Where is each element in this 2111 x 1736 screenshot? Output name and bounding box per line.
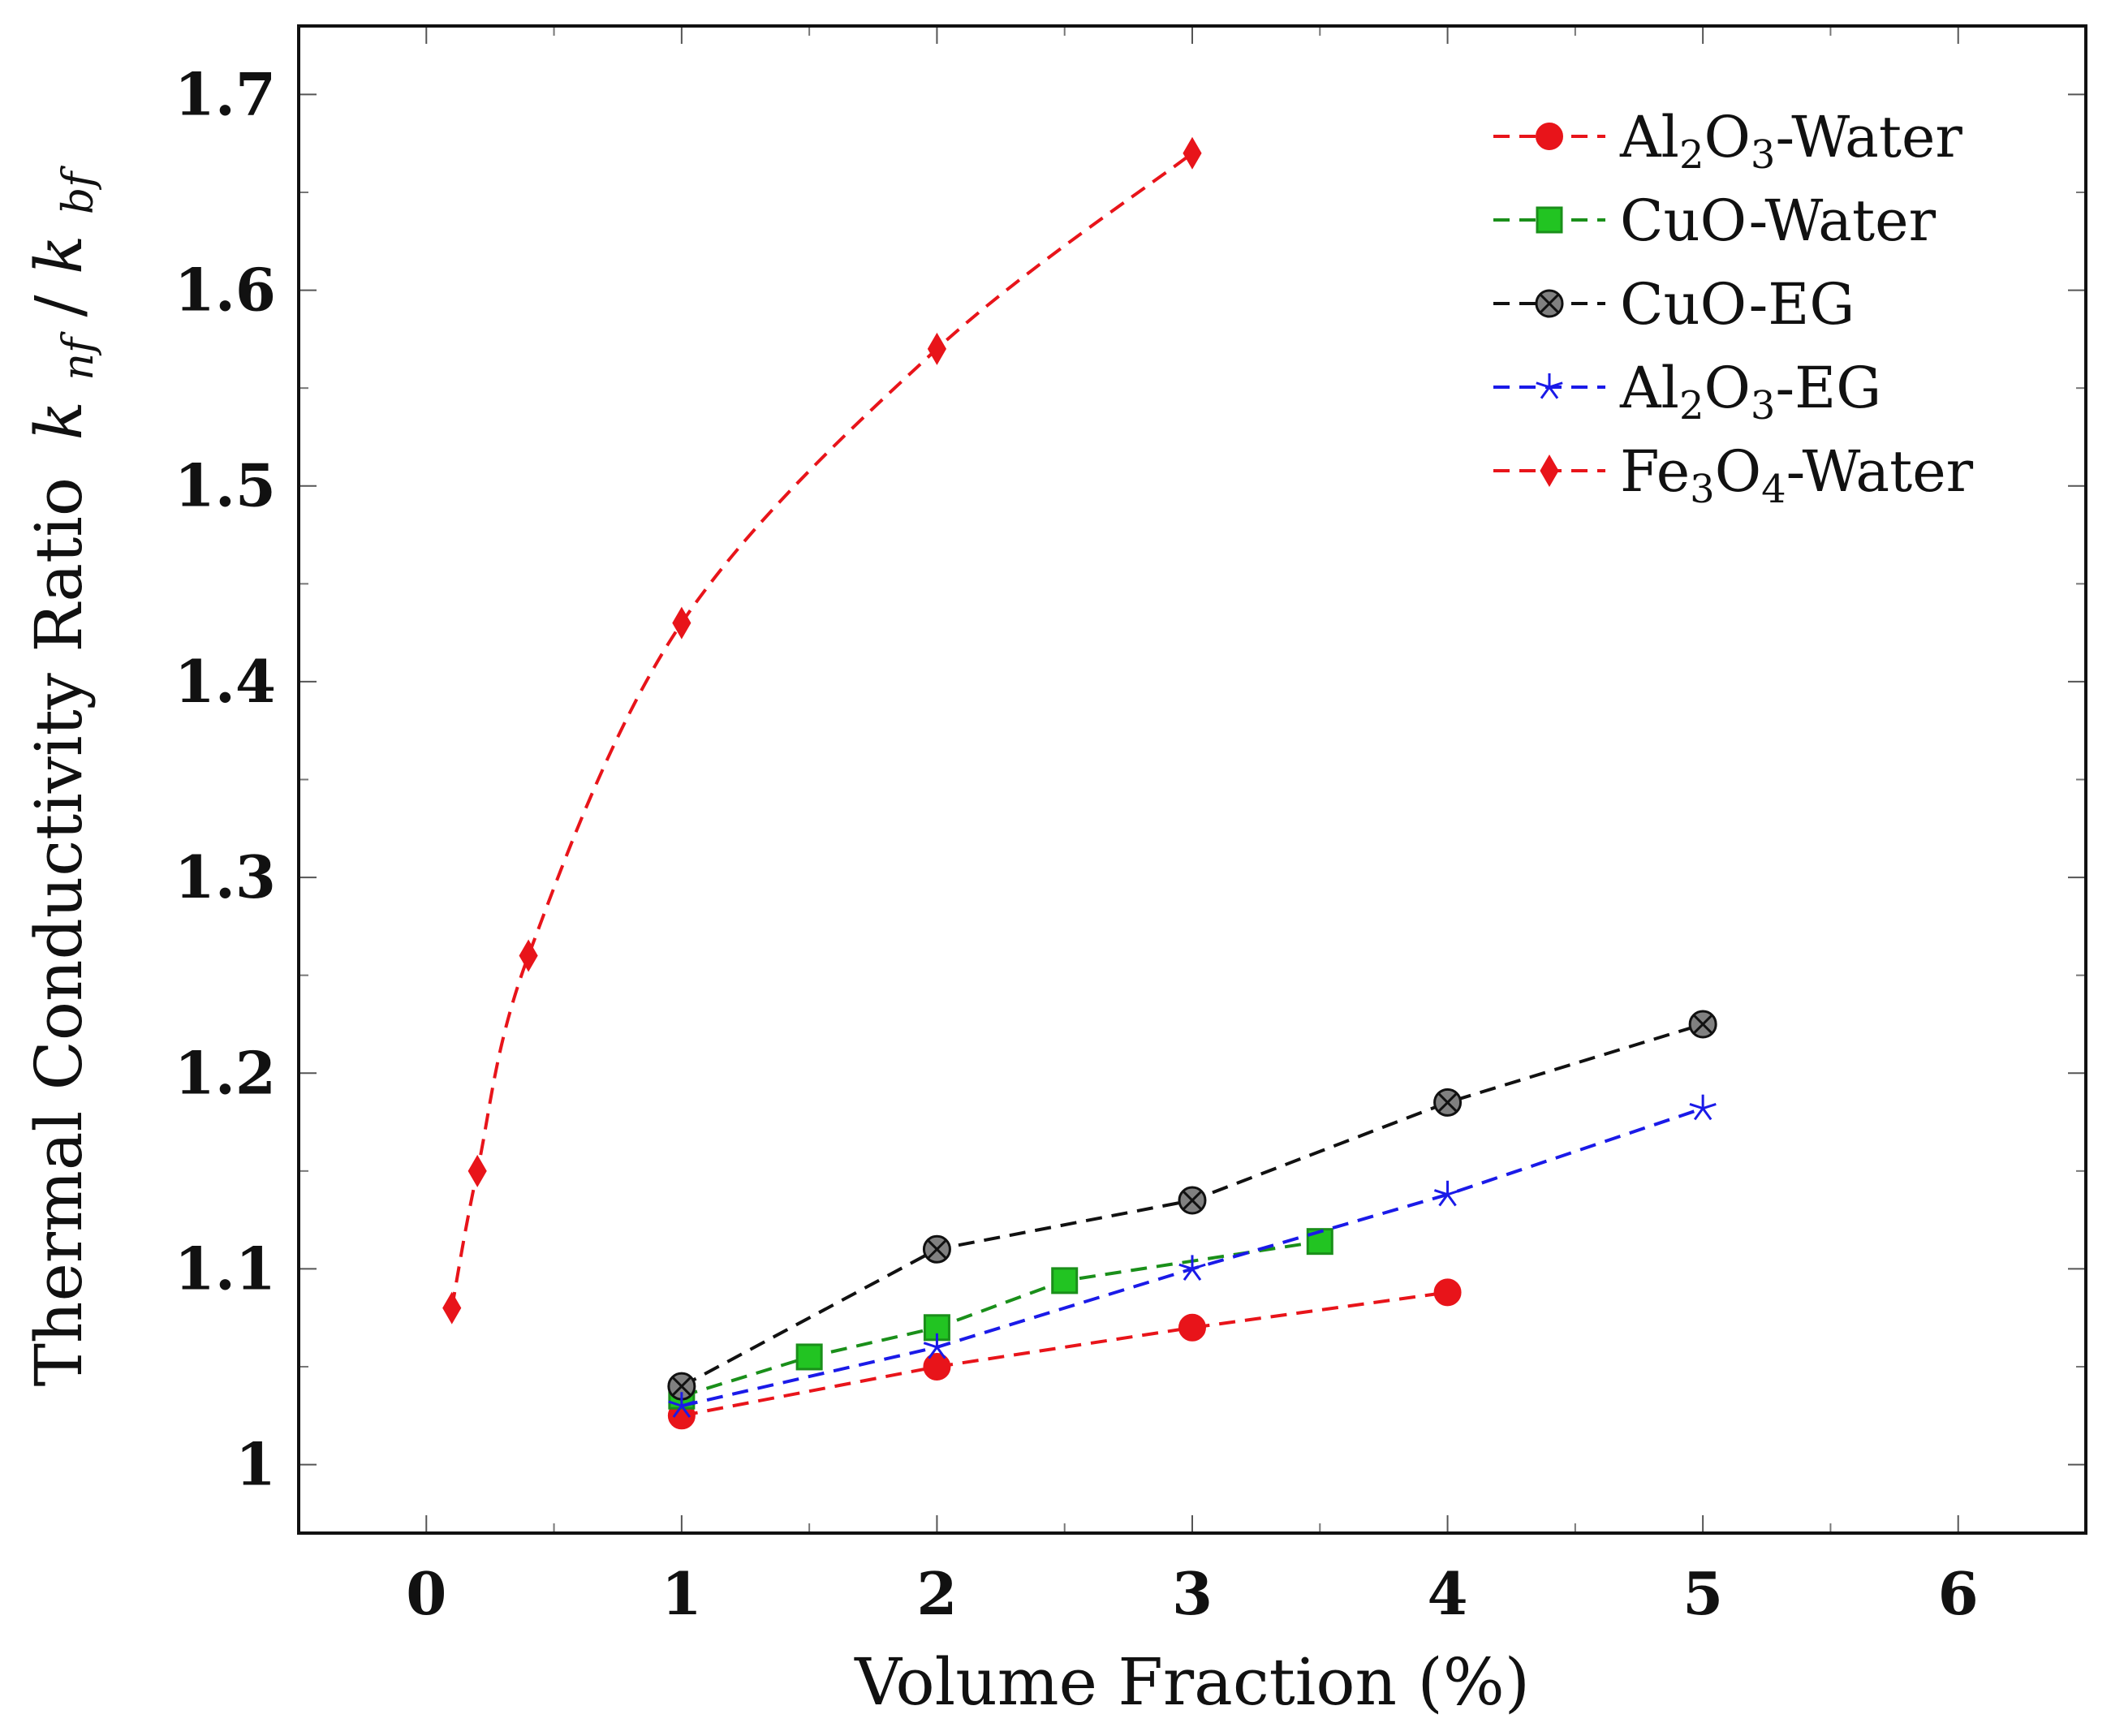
series-fe3o4-water [442, 136, 1202, 1325]
y-axis-label-k: k [21, 401, 97, 440]
legend-entry-fe3o4-water: Fe3O4-Water [1493, 438, 1974, 512]
y-axis-label-k2: k [21, 235, 97, 274]
y-tick-label: 1.6 [174, 256, 276, 325]
data-point-fe3o4-water [442, 1291, 462, 1325]
series-line-fe3o4-water [450, 152, 1194, 1309]
series-cuo-water [668, 1228, 1333, 1410]
legend-label-al2o3-eg: Al2O3-EG [1619, 355, 1881, 429]
legend-label-al2o3-water: Al2O3-Water [1619, 104, 1962, 178]
y-axis-label: Thermal Conductivity Ratio k nf / k bf [21, 166, 108, 1387]
data-point-cuo-water [1051, 1267, 1079, 1294]
y-axis-label-text: Thermal Conductivity Ratio [21, 477, 97, 1386]
tick-marks [298, 26, 2087, 1533]
series-al2o3-eg [668, 1094, 1717, 1418]
legend-label-cuo-water: CuO-Water [1620, 187, 1937, 254]
y-tick-label: 1.1 [174, 1234, 276, 1303]
data-point-cuo-eg [667, 1372, 696, 1401]
legend-marker-cuo-water [1536, 206, 1563, 234]
data-point-cuo-water [795, 1343, 823, 1371]
legend-marker-al2o3-eg [1536, 373, 1563, 399]
data-point-al2o3-eg [1178, 1255, 1206, 1282]
tick-labels: 0 1 2 3 4 5 6 1 1.1 1.2 1.3 1.4 1.5 1.6 1.7 [174, 59, 1979, 1628]
data-point-cuo-eg [1688, 1010, 1717, 1039]
x-axis-label: Volume Fraction (%) [854, 1644, 1530, 1720]
data-point-fe3o4-water [467, 1154, 487, 1187]
series-line-cuo-water [681, 1239, 1320, 1398]
legend-label-fe3o4-water: Fe3O4-Water [1620, 438, 1974, 512]
data-point-cuo-eg [922, 1234, 951, 1264]
x-tick-label: 5 [1682, 1559, 1723, 1628]
data-point-fe3o4-water [519, 939, 538, 972]
x-tick-label: 0 [406, 1559, 446, 1628]
legend-entry-al2o3-water: Al2O3-Water [1493, 104, 1962, 178]
data-point-fe3o4-water [1183, 136, 1202, 170]
data-point-al2o3-water [1433, 1278, 1462, 1307]
legend-marker-cuo-eg [1535, 289, 1564, 318]
legend-entry-cuo-water: CuO-Water [1493, 187, 1937, 254]
data-point-al2o3-eg [923, 1333, 951, 1359]
y-tick-label: 1.5 [174, 451, 276, 520]
data-point-fe3o4-water [927, 332, 947, 365]
data-point-al2o3-water [1178, 1313, 1206, 1342]
y-tick-label: 1.7 [174, 59, 276, 128]
x-tick-label: 1 [661, 1559, 702, 1628]
data-point-al2o3-water [923, 1353, 951, 1381]
x-tick-label: 2 [916, 1559, 957, 1628]
plot-frame [297, 24, 2087, 1535]
x-tick-label: 4 [1428, 1559, 1468, 1628]
y-axis-label-sub-bf: bf [54, 166, 103, 214]
series-al2o3-water [667, 1278, 1462, 1430]
data-point-cuo-eg [1178, 1186, 1207, 1215]
x-tick-label: 3 [1172, 1559, 1213, 1628]
legend-entry-cuo-eg: CuO-EG [1493, 271, 1855, 338]
legend-label-cuo-eg: CuO-EG [1620, 271, 1855, 338]
y-axis-label-sub-nf: nf [54, 331, 103, 380]
series-cuo-eg [667, 1010, 1717, 1401]
y-tick-label: 1.2 [174, 1038, 276, 1107]
legend: Al2O3-Water CuO-Water CuO-EG Al2O3-EG Fe3O4-… [1493, 104, 1974, 512]
series-layer [442, 136, 1717, 1430]
y-tick-label: 1.3 [174, 842, 276, 911]
data-point-al2o3-eg [1689, 1094, 1717, 1121]
data-point-cuo-eg [1433, 1088, 1463, 1117]
data-point-al2o3-eg [1433, 1180, 1462, 1207]
data-point-fe3o4-water [672, 606, 691, 640]
y-tick-label: 1 [235, 1430, 276, 1499]
data-point-al2o3-eg [668, 1392, 696, 1418]
legend-marker-al2o3-water [1536, 123, 1563, 150]
legend-marker-fe3o4-water [1540, 454, 1559, 487]
y-axis-label-slash: / [21, 295, 97, 317]
y-tick-label: 1.4 [174, 647, 276, 716]
legend-entry-al2o3-eg: Al2O3-EG [1493, 355, 1881, 429]
x-tick-label: 6 [1938, 1559, 1979, 1628]
series-line-al2o3-water [681, 1290, 1448, 1418]
